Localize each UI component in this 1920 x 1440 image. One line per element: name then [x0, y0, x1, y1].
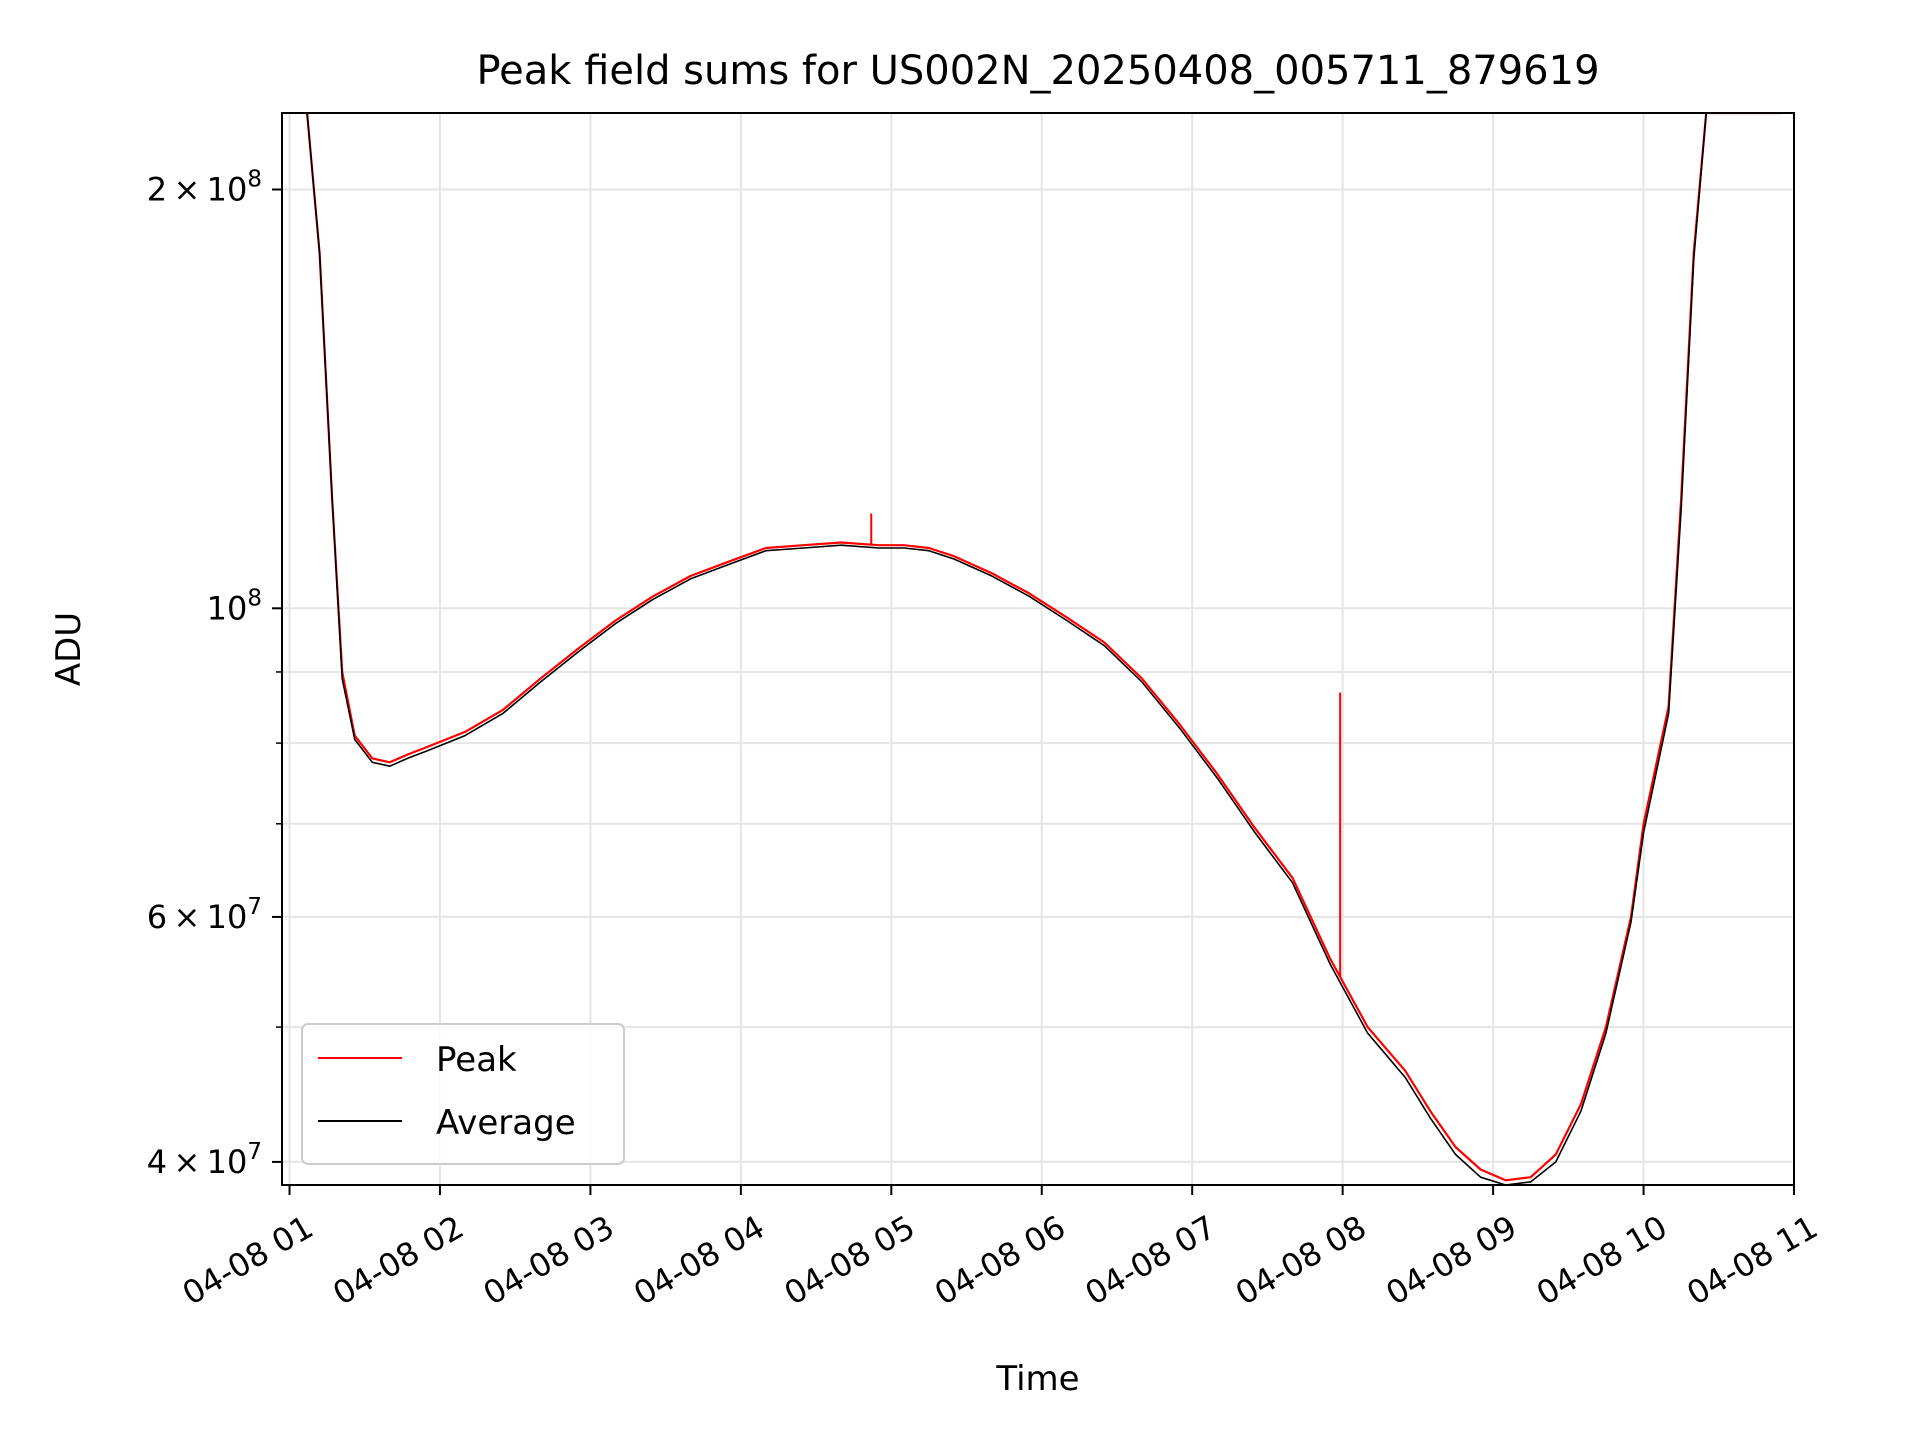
x-tick-label: 04-08 01	[176, 1208, 320, 1313]
series-line-average	[306, 113, 1782, 1185]
x-tick-label: 04-08 10	[1530, 1208, 1674, 1313]
x-tick-label: 04-08 03	[477, 1208, 621, 1313]
x-tick-label: 04-08 09	[1380, 1208, 1524, 1313]
x-axis-label: Time	[995, 1359, 1079, 1399]
y-tick-label: 6 × 107	[147, 894, 262, 936]
x-tick-label: 04-08 08	[1229, 1208, 1373, 1313]
y-axis: 4 × 107 6 × 107 108 2 × 108	[147, 167, 282, 1181]
legend-label-average: Average	[436, 1103, 576, 1143]
y-tick-label: 108	[207, 585, 262, 627]
legend: Peak Average	[301, 1023, 625, 1165]
y-tick-label: 4 × 107	[147, 1139, 262, 1181]
x-tick-label: 04-08 11	[1680, 1208, 1824, 1313]
series-line-peak	[306, 113, 1782, 1182]
x-tick-label: 04-08 06	[928, 1208, 1072, 1313]
y-axis-label: ADU	[49, 612, 89, 686]
chart-title: Peak field sums for US002N_20250408_0057…	[476, 48, 1599, 94]
plot-frame	[281, 112, 1795, 1186]
x-tick-label: 04-08 02	[326, 1208, 470, 1313]
y-tick-label: 2 × 108	[147, 167, 262, 209]
x-tick-label: 04-08 05	[778, 1208, 922, 1313]
series-layer	[306, 113, 1782, 1185]
x-tick-label: 04-08 04	[627, 1208, 771, 1313]
x-tick-label: 04-08 07	[1079, 1208, 1223, 1313]
x-axis: 04-08 01 04-08 02 04-08 03 04-08 04 04-08 05…	[176, 1185, 1824, 1313]
legend-label-peak: Peak	[436, 1040, 517, 1080]
